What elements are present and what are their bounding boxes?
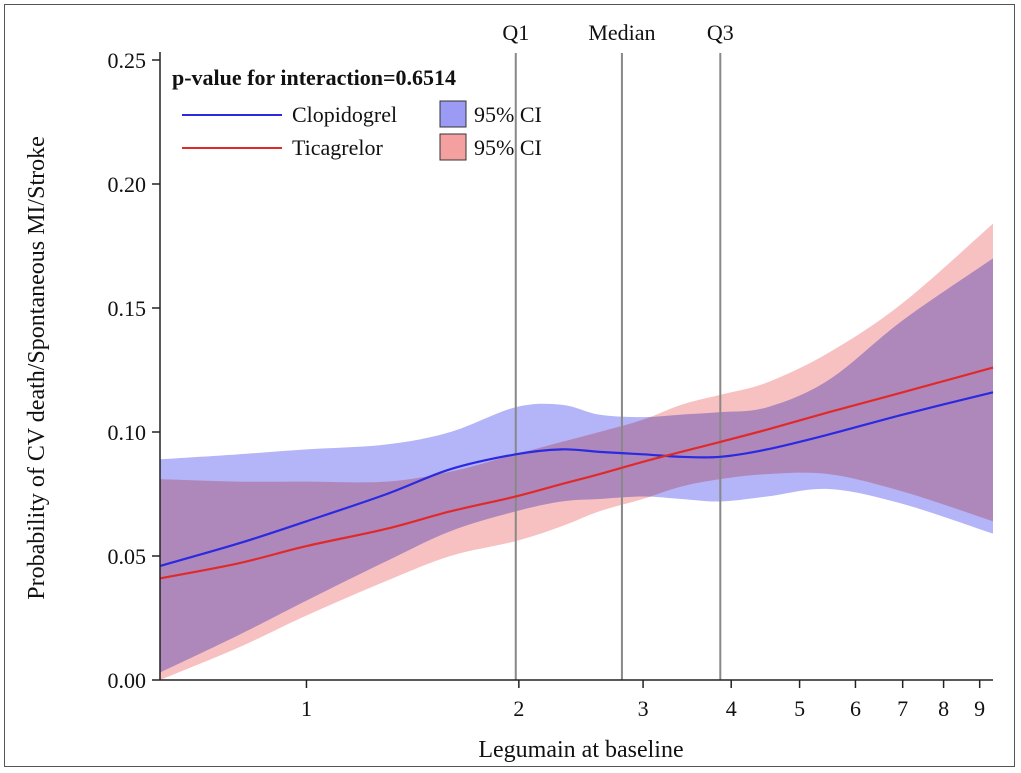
interaction-annotation: p-value for interaction=0.6514: [172, 65, 456, 90]
line-ticagrelor: [159, 366, 994, 580]
legend-clopidogrel-ci-label: 95% CI: [474, 102, 542, 127]
y-tick-label: 0.15: [108, 296, 147, 321]
ref-label-q1: Q1: [502, 20, 529, 45]
y-tick-label: 0.25: [108, 48, 147, 73]
y-tick-label: 0.20: [108, 172, 147, 197]
ref-label-median: Median: [588, 20, 655, 45]
y-axis-title: Probability of CV death/Spontaneous MI/S…: [24, 136, 50, 600]
axes: 0.00 0.05 0.10 0.15 0.20 0.25 1 2 3 4 5 6 7 8 9: [108, 48, 993, 721]
line-clopidogrel: [159, 391, 994, 567]
x-tick-label: 1: [301, 696, 312, 721]
legend-ticagrelor-ci-swatch: [439, 133, 467, 161]
legend-ticagrelor-label: Ticagrelor: [292, 135, 384, 160]
ref-label-q3: Q3: [707, 20, 734, 45]
y-tick-label: 0.00: [108, 668, 147, 693]
legend-clopidogrel-ci-swatch: [439, 100, 467, 128]
legend: p-value for interaction=0.6514 Clopidogr…: [172, 65, 542, 161]
ci-bands: [160, 223, 993, 680]
legend-clopidogrel-label: Clopidogrel: [292, 102, 397, 127]
x-tick-label: 3: [638, 696, 649, 721]
x-tick-label: 5: [794, 696, 805, 721]
x-tick-label: 6: [850, 696, 861, 721]
x-tick-label: 8: [938, 696, 949, 721]
y-tick-label: 0.10: [108, 420, 147, 445]
x-tick-label: 9: [974, 696, 985, 721]
x-tick-label: 4: [726, 696, 737, 721]
x-axis-title: Legumain at baseline: [478, 737, 683, 763]
ci-band-ticagrelor: [160, 223, 993, 680]
x-tick-label: 2: [513, 696, 524, 721]
series-lines: [159, 366, 994, 580]
x-tick-label: 7: [897, 696, 908, 721]
y-tick-label: 0.05: [108, 544, 147, 569]
reference-lines: Q1 Median Q3: [502, 20, 734, 680]
legend-ticagrelor-ci-label: 95% CI: [474, 135, 542, 160]
